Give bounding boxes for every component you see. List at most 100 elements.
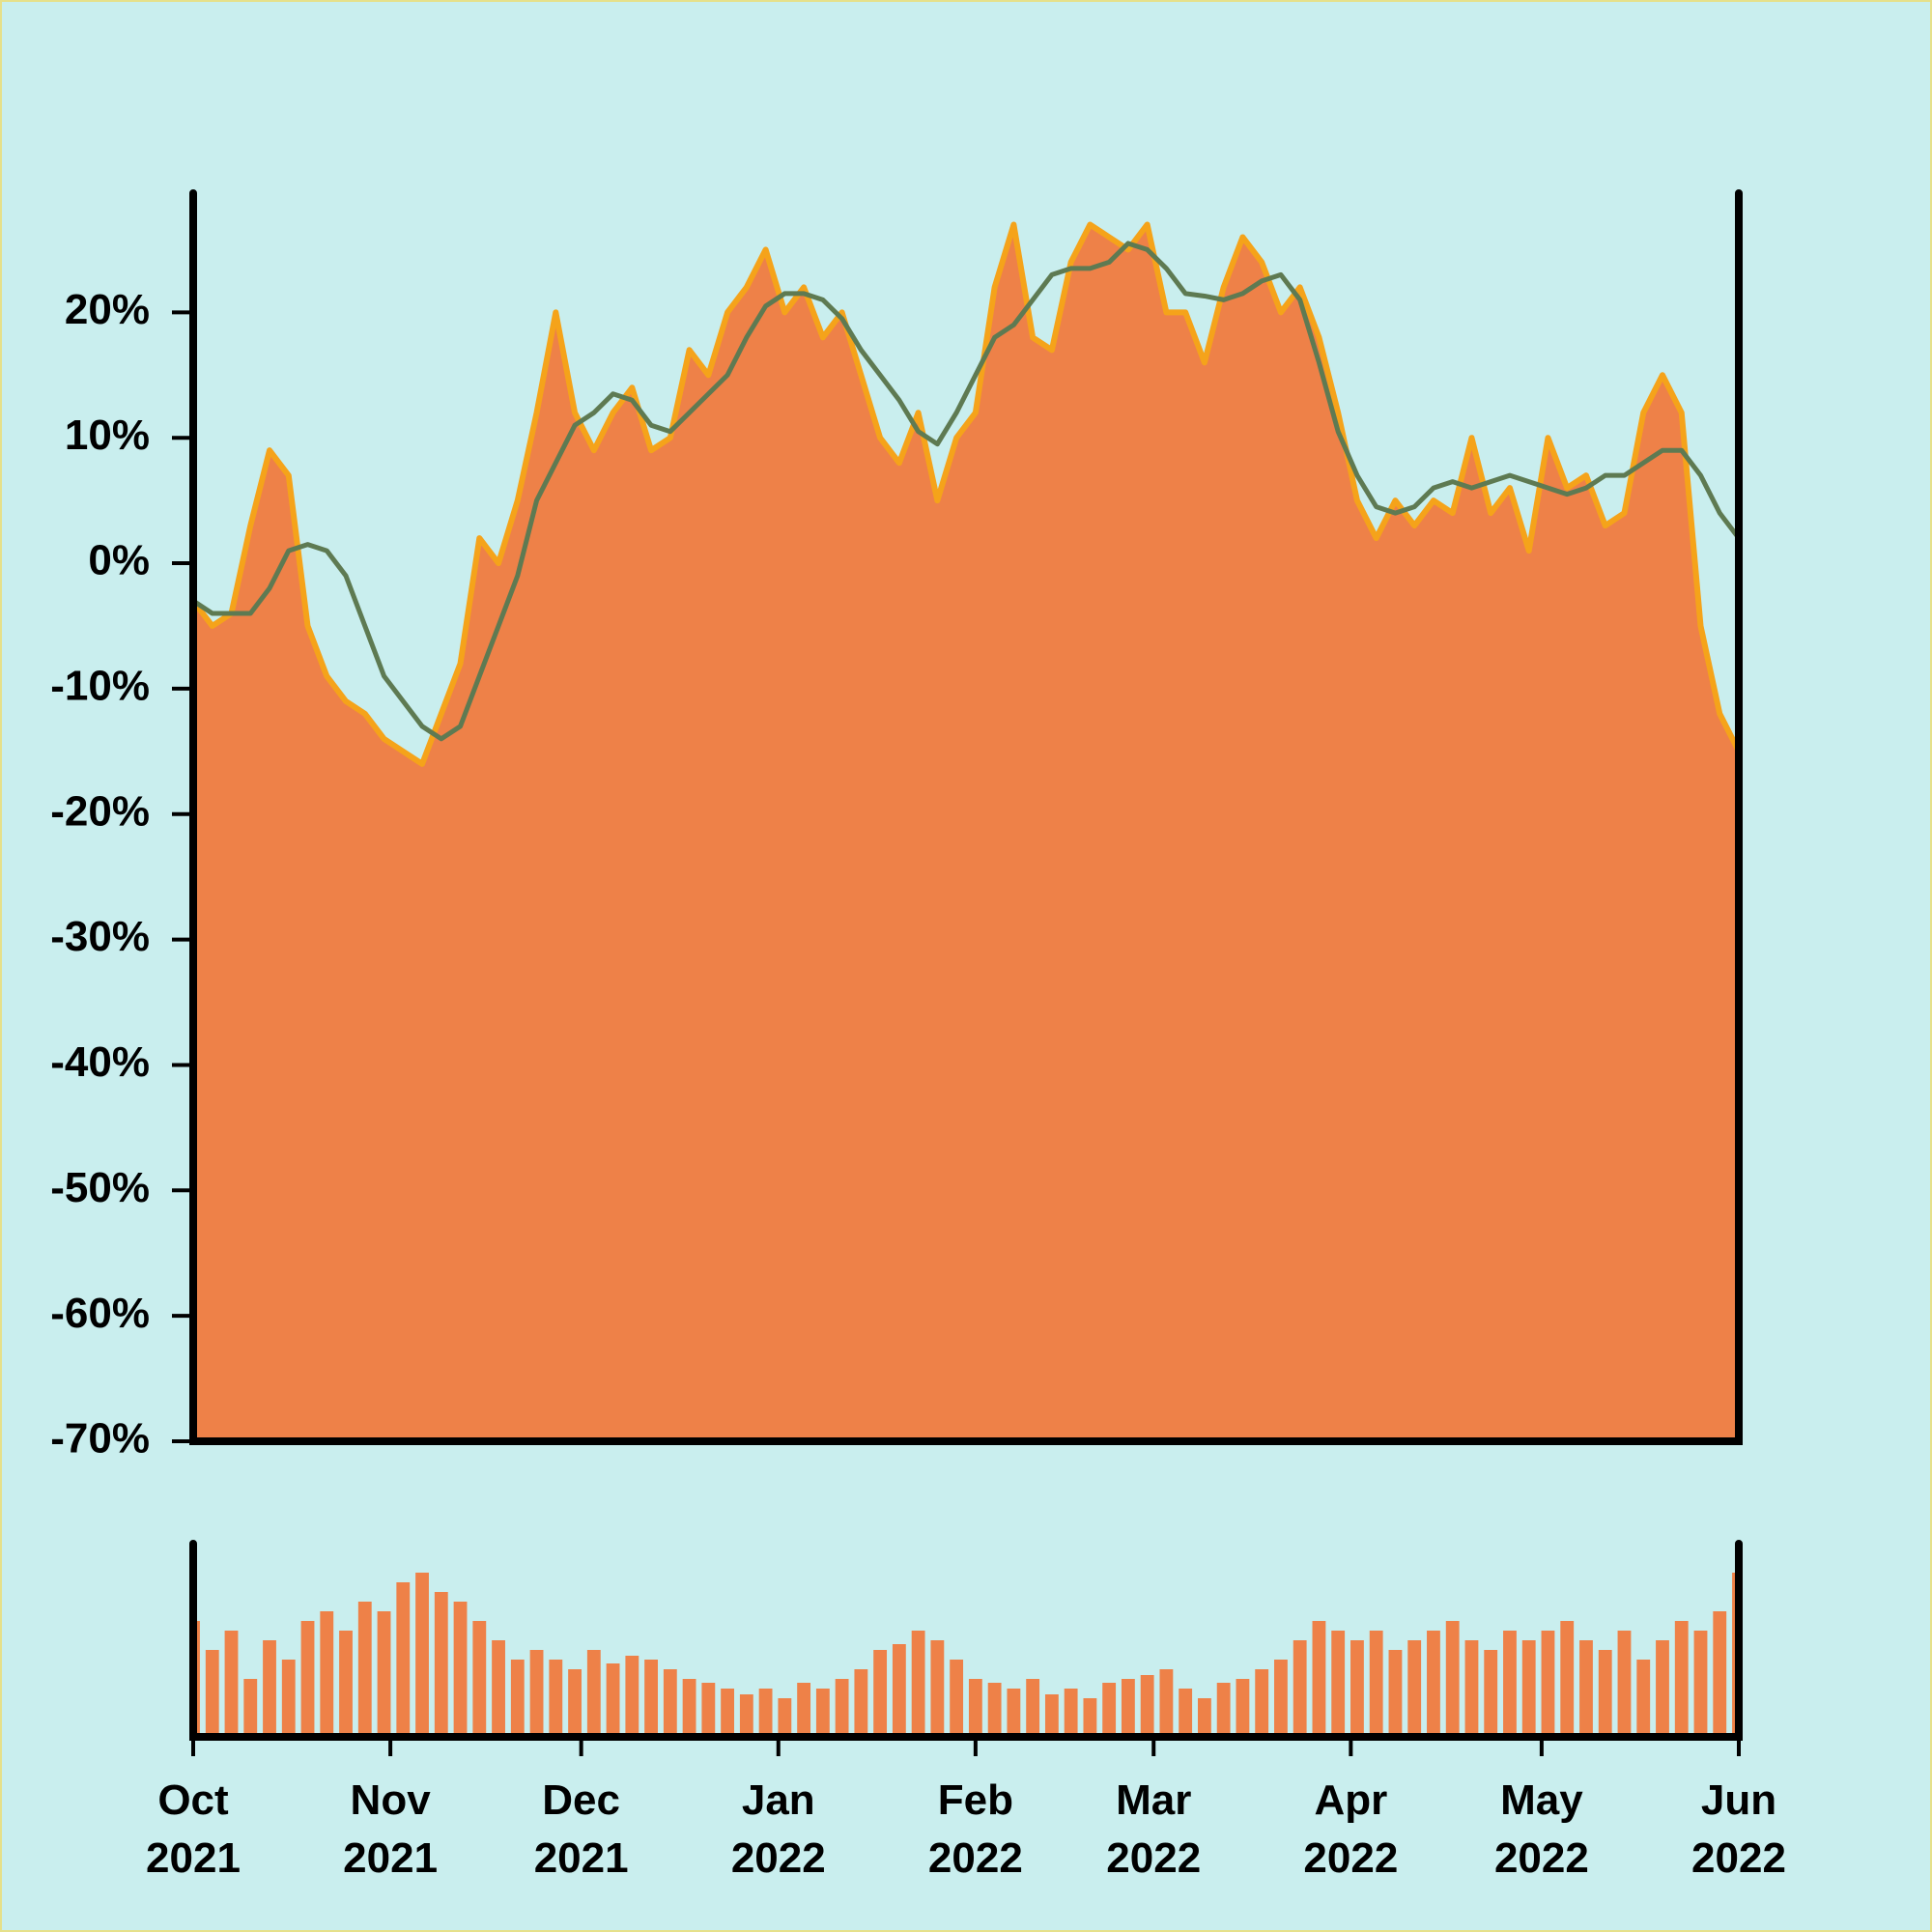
x-tick-label-line: 2021 — [534, 1834, 629, 1882]
x-tick-label-line: May — [1500, 1776, 1583, 1824]
x-tick-label: Oct 2021 — [146, 1776, 241, 1882]
volume-bar — [1007, 1689, 1021, 1737]
x-tick-label-line: 2022 — [1303, 1834, 1398, 1882]
volume-bar — [281, 1660, 296, 1737]
y-tick-label: -60% — [50, 1290, 150, 1337]
x-tick-label: May 2022 — [1494, 1776, 1589, 1882]
y-tick-label: -10% — [50, 663, 150, 710]
volume-bar — [263, 1640, 276, 1737]
volume-bar — [1541, 1631, 1555, 1737]
volume-bar — [320, 1611, 334, 1737]
volume-bar — [1293, 1640, 1307, 1737]
axis-frame — [189, 1540, 1743, 1741]
volume-bar — [377, 1611, 391, 1737]
volume-bar — [835, 1679, 849, 1737]
x-tick-label-line: Mar — [1116, 1776, 1191, 1824]
volume-bar — [243, 1679, 258, 1737]
volume-bar — [1579, 1640, 1593, 1737]
y-tick-label: 0% — [88, 537, 150, 584]
x-tick-label: Nov 2021 — [343, 1776, 438, 1882]
volume-bar — [1274, 1660, 1288, 1737]
y-tick-label: 10% — [65, 412, 150, 459]
x-tick-label-line: 2021 — [343, 1834, 438, 1882]
volume-bar — [434, 1592, 448, 1737]
area — [193, 224, 1739, 1442]
volume-bar — [357, 1602, 372, 1737]
volume-bar — [1255, 1669, 1269, 1737]
volume-bar — [663, 1669, 677, 1737]
y-tick-label: -40% — [50, 1038, 150, 1086]
volume-bar — [1598, 1650, 1612, 1737]
volume-bar — [968, 1679, 982, 1737]
volume-bar — [797, 1683, 811, 1737]
volume-bar — [205, 1650, 219, 1737]
volume-bar — [1216, 1683, 1231, 1737]
x-tick-label-line: 2022 — [928, 1834, 1023, 1882]
volume-bar — [1159, 1669, 1174, 1737]
volume-bar — [1064, 1689, 1078, 1737]
volume-bar — [625, 1656, 639, 1737]
volume-bar — [1617, 1631, 1632, 1737]
volume-bar — [1083, 1698, 1097, 1737]
y-tick-label: -70% — [50, 1415, 150, 1463]
volume-bar — [758, 1689, 773, 1737]
x-tick-label-line: Oct — [157, 1776, 229, 1824]
volume-bar — [300, 1621, 315, 1737]
volume-bar — [1713, 1611, 1727, 1737]
area-edge — [190, 221, 1742, 767]
volume-bar — [1102, 1683, 1117, 1737]
volume-bar — [1312, 1621, 1326, 1737]
x-tick-label: Jan 2022 — [731, 1776, 826, 1882]
x-tick-label-line: Dec — [542, 1776, 620, 1824]
volume-bar — [1427, 1631, 1440, 1737]
volume-bar — [1198, 1698, 1211, 1737]
volume-bar — [1236, 1679, 1250, 1737]
volume-bar — [1656, 1640, 1669, 1737]
volume-bar — [1026, 1679, 1040, 1737]
volume-bar — [911, 1631, 925, 1737]
volume-bar — [510, 1660, 525, 1737]
volume-bar — [1464, 1640, 1479, 1737]
x-tick-label-line: Nov — [351, 1776, 432, 1824]
volume-bar — [930, 1640, 945, 1737]
volume-bar — [701, 1683, 716, 1737]
volume-bar — [586, 1650, 601, 1737]
x-tick-label: Dec 2021 — [534, 1776, 629, 1882]
x-tick-label-line: Jun — [1701, 1776, 1776, 1824]
volume-bar — [1521, 1640, 1536, 1737]
volume-bar — [1369, 1631, 1383, 1737]
volume-bar — [1503, 1631, 1517, 1737]
volume-bar — [644, 1660, 658, 1737]
y-tick-label: 20% — [65, 286, 150, 333]
volume-bar — [721, 1689, 734, 1737]
x-tick-label-line: Apr — [1314, 1776, 1387, 1824]
y-tick-label: -30% — [50, 913, 150, 960]
volume-bar — [1445, 1621, 1460, 1737]
x-tick-label-line: 2022 — [1106, 1834, 1201, 1882]
volume-bar — [529, 1650, 544, 1737]
x-tick-label: Apr 2022 — [1303, 1776, 1398, 1882]
volume-bar — [396, 1582, 411, 1737]
x-tick-label-line: 2021 — [146, 1834, 241, 1882]
x-tick-label: Jun 2022 — [1691, 1776, 1786, 1882]
volume-bar — [854, 1669, 868, 1737]
volume-bar — [1484, 1650, 1498, 1737]
volume-bar — [492, 1640, 505, 1737]
volume-bar — [1350, 1640, 1364, 1737]
line — [191, 241, 1741, 742]
volume-bar — [1693, 1631, 1708, 1737]
volume-bar — [1388, 1650, 1403, 1737]
volume-bar — [549, 1660, 563, 1737]
volume-bar — [339, 1631, 353, 1737]
volume-bar — [892, 1644, 906, 1737]
volume-bar — [472, 1621, 487, 1737]
volume-bar — [1560, 1621, 1575, 1737]
volume-bar — [1179, 1689, 1193, 1737]
volume-bar — [987, 1683, 1002, 1737]
volume-bar — [224, 1631, 239, 1737]
volume-bar — [1331, 1631, 1346, 1737]
axis-frame — [189, 189, 1743, 1445]
volume-bar — [739, 1694, 753, 1737]
x-tick-label: Feb 2022 — [928, 1776, 1023, 1882]
